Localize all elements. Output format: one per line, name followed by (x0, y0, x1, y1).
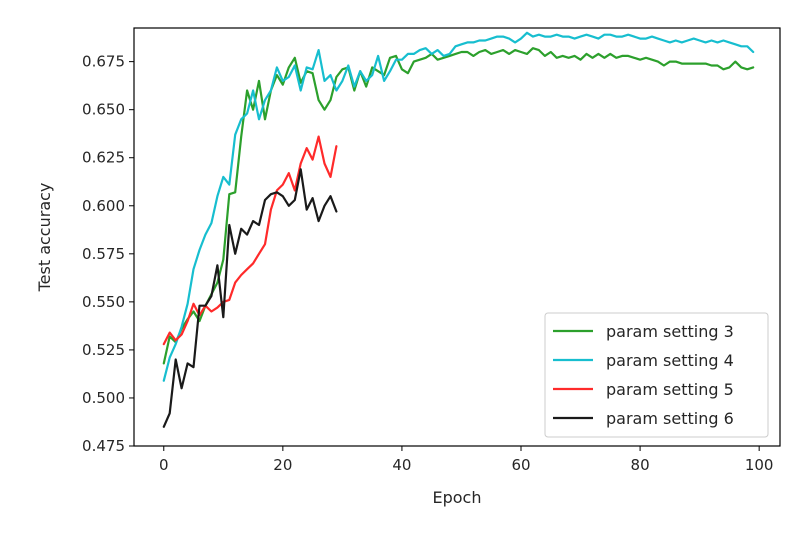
legend: param setting 3 param setting 4 param sett… (544, 312, 769, 438)
legend-box (544, 312, 769, 438)
legend-label-3: param setting 5 (606, 380, 734, 399)
series-line-4 (162, 168, 338, 428)
plot-frame (133, 27, 781, 447)
legend-label-2: param setting 4 (606, 351, 734, 370)
y-tick-label: 0.600 (82, 197, 125, 215)
series-line-1 (162, 47, 755, 365)
y-tick-label: 0.525 (82, 341, 125, 359)
y-tick-label: 0.575 (82, 245, 125, 263)
ticks-layer: 0 20 40 60 80 100 0.475 0.500 0.525 0.550 0.575 0.6… (82, 53, 773, 474)
x-axis-label: Epoch (433, 488, 482, 507)
y-tick-label: 0.650 (82, 101, 125, 119)
series-line-3 (162, 135, 338, 346)
x-tick-label: 60 (511, 456, 530, 474)
x-tick-label: 0 (159, 456, 169, 474)
x-tick-label: 40 (392, 456, 411, 474)
series-layer (162, 31, 755, 428)
y-tick-label: 0.550 (82, 293, 125, 311)
y-tick-label: 0.500 (82, 389, 125, 407)
x-tick-label: 100 (745, 456, 774, 474)
x-tick-label: 80 (631, 456, 650, 474)
legend-label-4: param setting 6 (606, 409, 734, 428)
y-tick-label: 0.475 (82, 437, 125, 455)
y-tick-label: 0.625 (82, 149, 125, 167)
y-tick-label: 0.675 (82, 53, 125, 71)
y-axis-label: Test accuracy (35, 183, 54, 293)
x-tick-label: 20 (273, 456, 292, 474)
series-line-2 (162, 31, 755, 382)
legend-label-1: param setting 3 (606, 322, 734, 341)
